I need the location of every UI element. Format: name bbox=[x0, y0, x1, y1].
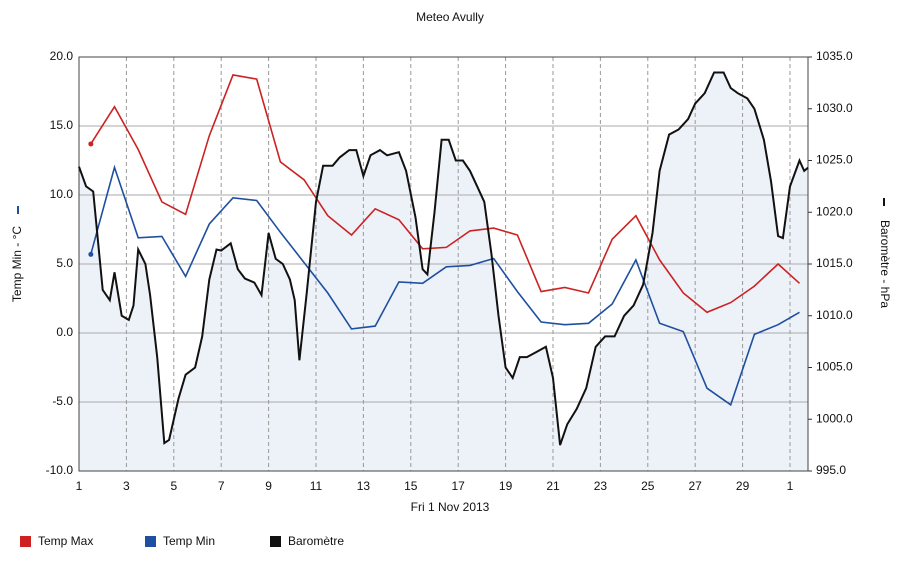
y-tick-label: 10.0 bbox=[50, 187, 74, 201]
x-tick-label: 1 bbox=[76, 479, 83, 493]
x-tick-label: 15 bbox=[404, 479, 418, 493]
y-tick-label: 0.0 bbox=[56, 325, 73, 339]
x-tick-label: 9 bbox=[265, 479, 272, 493]
y2-tick-label: 1005.0 bbox=[816, 360, 853, 374]
line bbox=[78, 71, 809, 446]
start-point bbox=[88, 141, 94, 147]
x-tick-label: 7 bbox=[218, 479, 225, 493]
y2-tick-label: 1015.0 bbox=[816, 256, 853, 270]
y2-tick-label: 1035.0 bbox=[816, 49, 853, 63]
y-tick-label: 15.0 bbox=[50, 118, 74, 132]
legend-label: Temp Max bbox=[38, 534, 93, 548]
x-tick-label: 23 bbox=[594, 479, 608, 493]
x-tick-label: 5 bbox=[170, 479, 177, 493]
legend-swatch bbox=[145, 536, 156, 547]
legend-label: Temp Min bbox=[163, 534, 215, 548]
legend-swatch bbox=[20, 536, 31, 547]
x-tick-label: 27 bbox=[689, 479, 703, 493]
x-axis-label: Fri 1 Nov 2013 bbox=[411, 500, 490, 514]
x-tick-label: 17 bbox=[452, 479, 466, 493]
y2-tick-label: 1030.0 bbox=[816, 101, 853, 115]
line bbox=[90, 164, 800, 407]
y-tick-label: -10.0 bbox=[46, 463, 74, 477]
y2-tick-label: 995.0 bbox=[816, 463, 846, 477]
x-tick-label: 21 bbox=[546, 479, 560, 493]
x-tick-label: 1 bbox=[787, 479, 794, 493]
x-tick-label: 3 bbox=[123, 479, 130, 493]
x-tick-label: 13 bbox=[357, 479, 371, 493]
y2-tick-label: 1025.0 bbox=[816, 153, 853, 167]
y-axis-label: Temp Min - °C bbox=[10, 226, 24, 302]
x-tick-label: 11 bbox=[310, 479, 323, 493]
line bbox=[90, 73, 801, 314]
y-tick-label: 5.0 bbox=[56, 256, 73, 270]
plot-frame bbox=[78, 56, 809, 472]
x-tick-label: 29 bbox=[736, 479, 750, 493]
y2-axis-label: Baromètre - hPa bbox=[878, 220, 892, 308]
area bbox=[79, 72, 808, 472]
x-tick-label: 25 bbox=[641, 479, 655, 493]
start-point bbox=[88, 251, 94, 257]
y2-tick-label: 1010.0 bbox=[816, 308, 853, 322]
y2-tick-label: 1000.0 bbox=[816, 411, 853, 425]
chart-title: Meteo Avully bbox=[416, 10, 484, 24]
x-tick-label: 19 bbox=[499, 479, 513, 493]
legend-label: Baromètre bbox=[288, 534, 344, 548]
y2-tick-label: 1020.0 bbox=[816, 204, 853, 218]
y-tick-label: 20.0 bbox=[50, 49, 74, 63]
y-tick-label: -5.0 bbox=[52, 394, 73, 408]
legend-swatch bbox=[270, 536, 281, 547]
